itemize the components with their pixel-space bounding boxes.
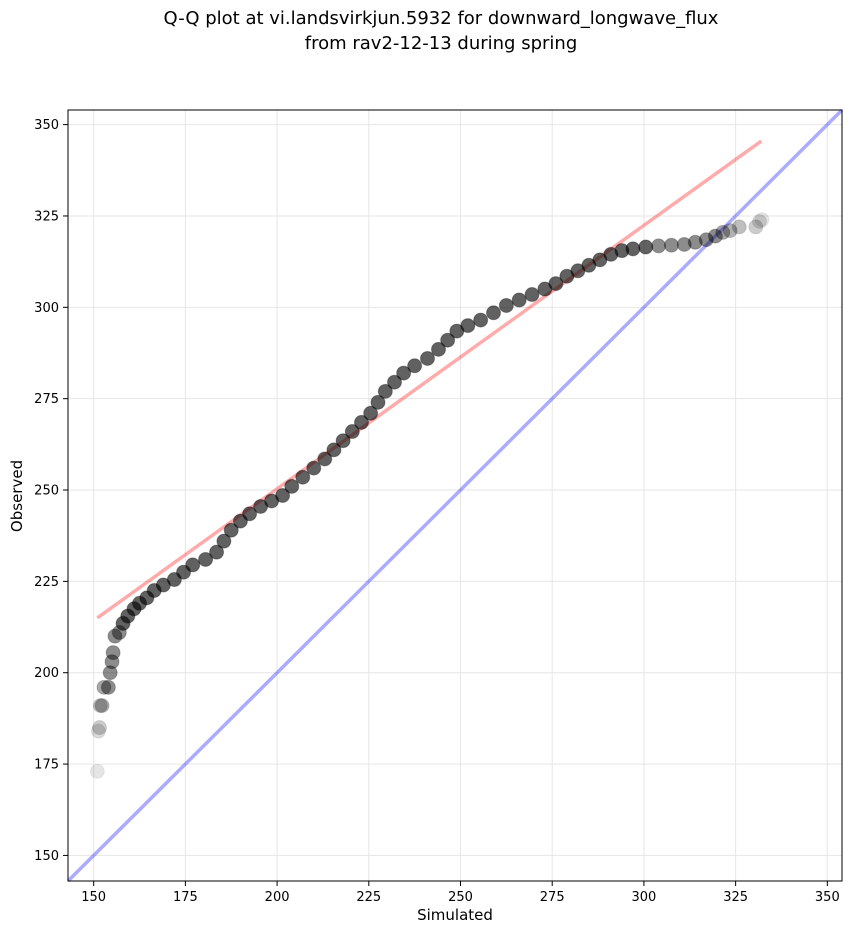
quantile-point <box>698 232 714 248</box>
x-tick-label: 175 <box>173 890 198 905</box>
x-tick-label: 200 <box>265 890 290 905</box>
quantile-point <box>335 433 351 449</box>
quantile-point <box>209 544 225 560</box>
quantile-point <box>107 628 123 644</box>
quantile-point <box>353 414 369 430</box>
quantile-point <box>748 219 764 235</box>
quantile-point <box>96 679 112 695</box>
quantile-point <box>275 488 291 503</box>
quantile-point <box>216 533 232 549</box>
y-tick-label: 150 <box>34 849 59 864</box>
quantile-point <box>676 236 692 252</box>
x-axis-label: Simulated <box>417 906 493 924</box>
quantile-point <box>363 405 379 421</box>
quantile-point <box>377 383 393 399</box>
y-tick-label: 225 <box>34 575 59 590</box>
quantile-point <box>473 312 489 328</box>
plot-frame <box>67 109 843 882</box>
quantile-point <box>419 350 435 366</box>
y-tick-label: 300 <box>34 301 59 316</box>
quantile-point <box>92 720 108 736</box>
x-tick-label: 225 <box>356 890 381 905</box>
y-tick-label: 275 <box>34 392 59 407</box>
quantile-point <box>440 332 456 348</box>
x-tick-label: 275 <box>540 890 565 905</box>
quantile-point <box>430 341 446 357</box>
quantile-point <box>511 292 527 308</box>
axis-ticks: 150 175 200 225 250 275 300 325 350 150 175 200 225 2… <box>34 118 840 905</box>
quantile-point <box>651 238 667 254</box>
quantile-point <box>104 654 120 670</box>
quantile-point <box>687 234 703 250</box>
quantile-point <box>326 442 342 458</box>
quantile-point <box>100 679 116 695</box>
x-tick-label: 250 <box>448 890 473 905</box>
quantile-point <box>94 698 110 714</box>
grid <box>68 110 842 881</box>
quantile-point <box>663 237 679 253</box>
identity-line <box>66 108 844 883</box>
quantile-point <box>498 297 514 313</box>
quantile-point <box>284 478 300 494</box>
fit-line <box>96 139 763 620</box>
quantile-point <box>105 645 121 661</box>
y-tick-label: 325 <box>34 209 59 224</box>
quantile-point <box>407 358 423 374</box>
chart-title-line-1: Q-Q plot at vi.landsvirkjun.5932 for dow… <box>164 8 719 29</box>
quantile-point <box>707 228 723 244</box>
x-tick-label: 150 <box>81 890 106 905</box>
x-tick-label: 325 <box>723 890 748 905</box>
quantile-point <box>460 318 476 334</box>
quantile-point <box>185 557 201 573</box>
quantile-point <box>295 469 311 485</box>
quantile-point <box>625 241 641 257</box>
quantile-point <box>306 460 322 476</box>
y-tick-label: 200 <box>34 666 59 681</box>
y-tick-label: 175 <box>34 758 59 773</box>
quantile-point <box>638 239 654 255</box>
quantile-point <box>89 763 105 779</box>
quantile-points <box>89 212 770 779</box>
quantile-point <box>396 365 412 381</box>
quantile-point <box>92 698 108 714</box>
x-tick-label: 300 <box>632 890 657 905</box>
quantile-point <box>715 224 731 240</box>
quantile-point <box>386 374 402 390</box>
quantile-point <box>223 522 239 538</box>
reference-lines <box>66 108 844 883</box>
quantile-point <box>344 424 360 440</box>
y-axis-label: Observed <box>8 460 26 532</box>
y-tick-label: 250 <box>34 484 59 499</box>
quantile-point <box>754 212 770 228</box>
quantile-point <box>524 287 540 303</box>
quantile-point <box>198 551 214 567</box>
quantile-point <box>317 451 333 467</box>
quantile-point <box>102 665 118 681</box>
x-tick-label: 350 <box>815 890 840 905</box>
quantile-point <box>751 213 767 229</box>
quantile-point <box>486 305 502 321</box>
quantile-point <box>370 394 386 410</box>
quantile-point <box>242 506 258 522</box>
quantile-point <box>90 723 106 739</box>
quantile-point <box>722 223 738 239</box>
chart-title-line-2: from rav2-12-13 during spring <box>305 33 578 54</box>
quantile-point <box>548 276 564 292</box>
quantile-point <box>731 219 747 235</box>
y-tick-label: 350 <box>34 118 59 133</box>
